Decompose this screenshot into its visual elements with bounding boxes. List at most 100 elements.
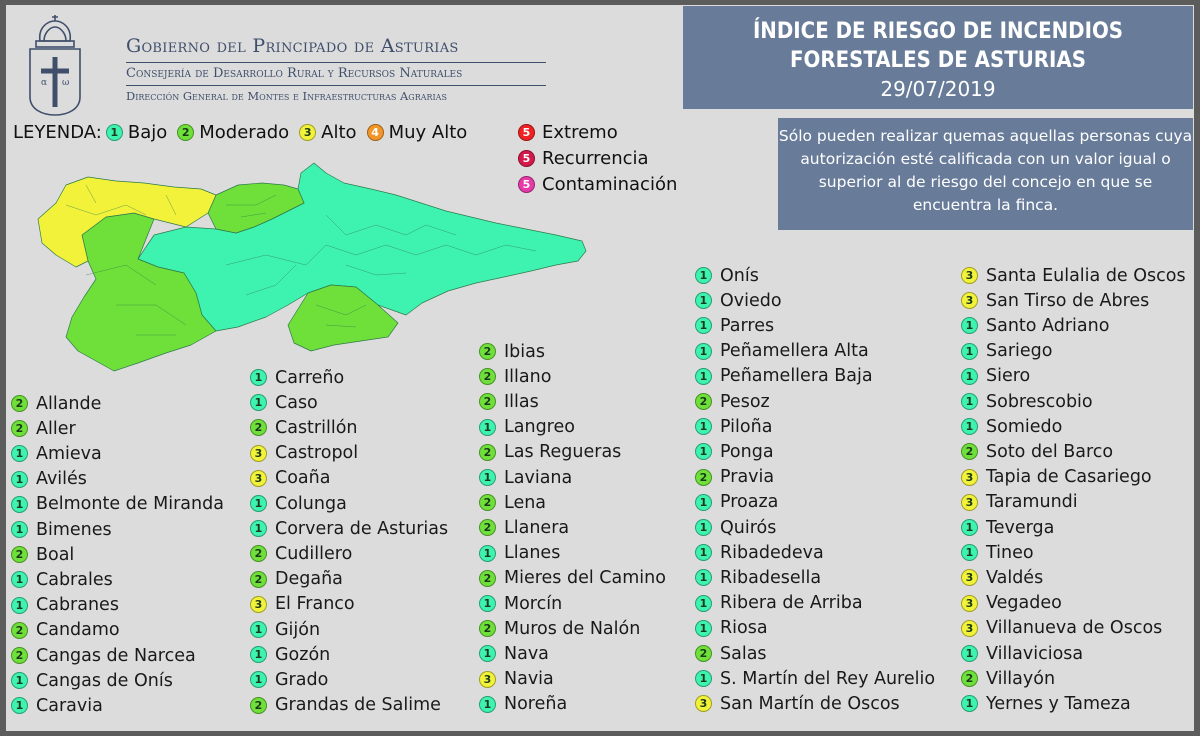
risk-level-badge: 1 [961,317,978,335]
risk-level-badge: 1 [250,646,267,664]
municipality-name: Degaña [275,569,343,590]
municipality-name: Mieres del Camino [504,568,666,589]
municipality-row: 1 Peñamellera Alta [695,339,869,364]
municipality-row: 3 El Franco [250,592,355,617]
map-region-north-central [207,182,305,234]
municipality-row: 1 Avilés [11,467,87,492]
risk-level-badge: 1 [250,495,267,512]
risk-level-badge: 2 [961,670,978,688]
municipality-row: 1 Caso [250,390,318,415]
map-region-south-central [287,284,399,352]
municipality-name: Bimenes [36,519,112,540]
municipality-row: 1 Piloña [695,414,772,439]
municipality-name: Caravia [36,695,103,716]
legend-row-main: LEYENDA: 1 Bajo 2 Moderado 3 Alto 4 Muy Alto [13,122,477,143]
municipality-row: 3 Santa Eulalia de Oscos [961,263,1186,288]
risk-level-badge: 2 [695,645,712,662]
municipality-name: Tineo [986,542,1034,563]
municipality-name: Cangas de Onís [36,670,173,691]
risk-level-badge: 1 [695,544,712,562]
legend-item-recurrencia: 5 Recurrencia [518,148,649,169]
municipality-name: Somiedo [986,416,1063,437]
municipality-name: Peñamellera Alta [720,341,869,362]
municipality-row: 2 Castrillón [250,415,358,440]
risk-level-badge: 1 [11,495,28,513]
risk-level-badge: 3 [695,695,712,713]
burning-notice: Sólo pueden realizar quemas aquellas per… [778,118,1193,230]
risk-level-badge: 1 [695,670,712,688]
municipality-name: Cangas de Narcea [36,645,196,666]
municipality-row: 2 Mieres del Camino [479,566,666,591]
municipality-row: 1 Oviedo [695,288,782,313]
risk-level-badge: 1 [695,569,712,587]
municipality-row: 3 Castropol [250,441,358,466]
risk-level-badge: 1 [695,493,712,511]
municipality-row: 2 Allande [11,391,101,416]
municipality-row: 2 Llanera [479,515,569,540]
municipality-row: 1 Ribadedeva [695,540,824,565]
municipality-name: Pesoz [720,391,770,412]
municipality-name: Ribera de Arriba [720,593,863,614]
municipality-row: 1 Sobrescobio [961,389,1093,414]
risk-level-badge: 3 [961,468,978,486]
municipality-row: 3 San Tirso de Abres [961,288,1149,313]
municipality-name: Valdés [986,567,1044,588]
municipality-name: Cudillero [275,543,353,564]
municipality-row: 1 Grado [250,667,328,692]
risk-level-badge: 2 [11,546,28,564]
municipality-row: 2 Degaña [250,567,343,592]
municipality-row: 2 Aller [11,416,76,441]
municipality-name: Ribadedeva [720,542,824,563]
legend-item-muy-alto: 4 Muy Alto [366,122,467,143]
municipality-name: Colunga [275,493,347,514]
risk-level-badge: 1 [479,544,496,562]
municipality-name: Castropol [275,443,359,464]
municipality-name: Cabrales [36,569,113,590]
risk-level-badge: 3 [250,444,267,462]
municipality-row: 1 Quirós [695,515,776,540]
risk-level-badge: 2 [479,393,496,411]
municipality-name: Santa Eulalia de Oscos [986,265,1186,286]
legend-prefix: LEYENDA: [13,122,102,143]
title-line2: FORESTALES DE ASTURIAS [790,48,1086,73]
municipality-name: Noreña [504,694,568,715]
municipality-name: Avilés [36,469,87,490]
risk-level-badge: 2 [11,420,28,438]
municipality-name: S. Martín del Rey Aurelio [720,668,936,689]
legend-item-moderado: 2 Moderado [177,122,289,143]
risk-level-badge: 1 [961,393,978,410]
risk-level-badge: 1 [11,672,28,690]
municipality-name: Castrillón [275,417,358,438]
municipality-row: 3 Taramundi [961,490,1078,515]
risk-level-badge: 1 [250,671,267,689]
risk-level-badge: 1 [250,369,267,386]
risk-level-badge: 1 [695,367,712,385]
municipality-row: 1 Llanes [479,541,560,566]
risk-level-badge: 2 [961,443,978,461]
risk-level-badge: 1 [961,418,978,436]
legend-label: Bajo [127,122,168,143]
municipality-name: Villaviciosa [986,643,1084,664]
municipality-name: Illano [504,366,552,387]
municipality-name: Riosa [720,618,768,639]
municipality-name: El Franco [275,594,355,615]
risk-level-badge: 2 [479,494,496,512]
municipality-row: 1 Siero [961,364,1030,389]
risk-level-badge: 1 [961,645,978,662]
risk-level-badge: 1 [250,394,267,412]
risk-level-badge: 1 [695,443,712,461]
risk-level-badge: 3 [961,267,978,284]
municipality-name: Laviana [504,467,573,488]
risk-level-badge: 3 [961,569,978,587]
municipality-name: Vegadeo [986,593,1062,614]
municipality-name: Grado [275,669,329,690]
municipality-row: 2 Soto del Barco [961,439,1113,464]
risk-level-badge: 2 [479,443,496,461]
level-badge: 4 [366,124,384,141]
risk-level-badge: 1 [250,520,267,538]
risk-level-badge: 1 [961,342,978,360]
municipality-name: Oviedo [720,290,782,311]
municipality-name: Morcín [504,593,563,614]
municipality-row: 3 Tapia de Casariego [961,465,1152,490]
municipality-name: Lena [504,492,547,513]
